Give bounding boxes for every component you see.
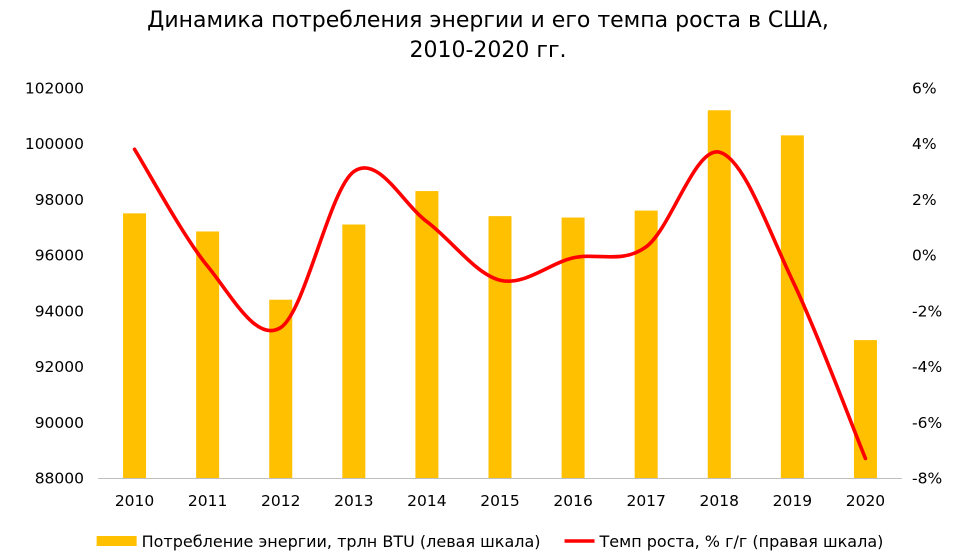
x-tick-label: 2018 — [700, 492, 739, 510]
y-left-tick-label: 90000 — [35, 414, 84, 432]
x-tick-label: 2020 — [846, 492, 885, 510]
y-right-tick-label: 2% — [912, 191, 937, 209]
y-left-tick-label: 96000 — [35, 247, 84, 265]
bar-2018 — [707, 110, 731, 478]
y-axis-right: -8% -6% -4% -2% 0% 2% 4% 6% — [912, 80, 942, 488]
bar-2019 — [780, 135, 804, 479]
x-tick-label: 2010 — [115, 492, 154, 510]
x-tick-label: 2013 — [334, 492, 373, 510]
y-right-tick-label: -6% — [912, 414, 942, 432]
y-left-tick-label: 100000 — [25, 135, 84, 153]
x-tick-label: 2016 — [553, 492, 592, 510]
growth-rate-line — [132, 147, 868, 461]
y-left-tick-label: 92000 — [35, 358, 84, 376]
chart-title-line-2: 2010-2020 гг. — [409, 38, 566, 63]
bar-2012 — [269, 299, 293, 478]
bar-2010 — [123, 213, 147, 479]
bar-2017 — [634, 210, 658, 478]
x-tick-label: 2012 — [261, 492, 300, 510]
bar-2011 — [196, 231, 220, 478]
bar-2013 — [342, 224, 366, 478]
y-left-tick-label: 98000 — [35, 191, 84, 209]
y-left-tick-label: 102000 — [25, 80, 84, 98]
x-axis: 2010 2011 2012 2013 2014 2015 2016 2017 2018 2019… — [115, 492, 885, 510]
legend-swatch-consumption — [96, 536, 137, 546]
legend-label-growth-rate: Темп роста, % г/г (правая шкала) — [599, 532, 884, 551]
x-tick-label: 2011 — [188, 492, 227, 510]
bar-2014 — [415, 191, 439, 478]
bar-2016 — [561, 217, 585, 479]
legend: Потребление энергии, трлн BTU (левая шка… — [96, 532, 884, 551]
y-right-tick-label: -8% — [912, 470, 942, 488]
y-left-tick-label: 94000 — [35, 302, 84, 320]
x-tick-label: 2015 — [480, 492, 519, 510]
y-left-tick-label: 88000 — [35, 470, 84, 488]
y-axis-left: 88000 90000 92000 94000 96000 98000 100000 1020… — [25, 80, 84, 488]
y-right-tick-label: 0% — [912, 247, 937, 265]
x-tick-label: 2017 — [626, 492, 665, 510]
y-right-tick-label: 6% — [912, 80, 937, 98]
x-tick-label: 2014 — [407, 492, 446, 510]
bar-2015 — [488, 216, 512, 478]
chart-title-line-1: Динамика потребления энергии и его темпа… — [147, 8, 829, 33]
legend-label-consumption: Потребление энергии, трлн BTU (левая шка… — [142, 532, 541, 551]
y-right-tick-label: 4% — [912, 135, 937, 153]
consumption-bar-series — [123, 110, 877, 479]
x-tick-label: 2019 — [773, 492, 812, 510]
y-right-tick-label: -4% — [912, 358, 942, 376]
y-right-tick-label: -2% — [912, 302, 942, 320]
